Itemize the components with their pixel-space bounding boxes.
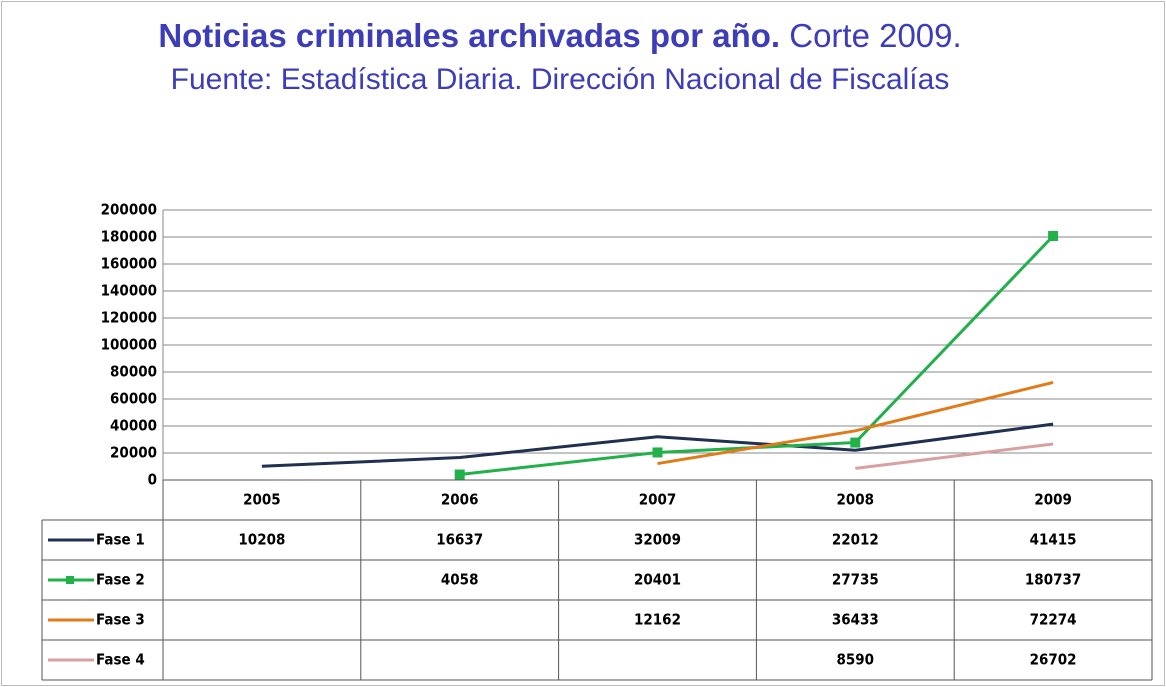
legend-marker: [66, 576, 74, 584]
table-value: 20401: [634, 571, 681, 589]
y-tick-label: 80000: [110, 363, 157, 381]
y-tick-label: 180000: [101, 228, 157, 246]
y-tick-label: 40000: [110, 417, 157, 435]
series-marker: [850, 437, 861, 448]
x-tick-label: 2005: [243, 491, 281, 509]
series-marker: [652, 447, 663, 458]
x-tick-label: 2006: [441, 491, 479, 509]
table-value: 180737: [1025, 571, 1081, 589]
y-tick-label: 60000: [110, 390, 157, 408]
title-note: Corte 2009.: [789, 17, 962, 54]
series-marker: [454, 469, 465, 480]
x-tick-label: 2009: [1034, 491, 1072, 509]
y-tick-label: 20000: [110, 444, 157, 462]
x-tick-label: 2008: [837, 491, 875, 509]
y-tick-label: 140000: [101, 282, 157, 300]
table-value: 32009: [634, 531, 681, 549]
chart-title: Noticias criminales archivadas por año.: [158, 17, 781, 54]
legend-label: Fase 2: [96, 571, 145, 589]
series-line: [261, 422, 1054, 468]
y-tick-label: 160000: [101, 255, 157, 273]
table-value: 8590: [837, 651, 875, 669]
legend-label: Fase 4: [96, 651, 145, 669]
x-tick-label: 2007: [639, 491, 677, 509]
table-value: 22012: [832, 531, 879, 549]
series-marker: [1048, 231, 1059, 242]
series-line: [657, 380, 1054, 466]
y-tick-label: 120000: [101, 309, 157, 327]
table-value: 36433: [832, 611, 879, 629]
table-value: 10208: [238, 531, 285, 549]
title-line: Noticias criminales archivadas por año. …: [100, 14, 1020, 58]
header: Noticias criminales archivadas por año. …: [100, 14, 1020, 102]
legend-label: Fase 1: [96, 531, 145, 549]
table-value: 27735: [832, 571, 879, 589]
series-line: [459, 234, 1055, 477]
table-value: 41415: [1030, 531, 1077, 549]
y-tick-label: 100000: [101, 336, 157, 354]
series-line: [855, 442, 1054, 470]
legend-label: Fase 3: [96, 611, 145, 629]
chart-source: Fuente: Estadística Diaria. Dirección Na…: [170, 63, 950, 96]
y-tick-label: 200000: [101, 201, 157, 219]
table-value: 4058: [441, 571, 479, 589]
table-value: 16637: [436, 531, 483, 549]
table-value: 12162: [634, 611, 681, 629]
y-tick-label: 0: [148, 471, 157, 489]
table-value: 72274: [1030, 611, 1077, 629]
table-value: 26702: [1030, 651, 1077, 669]
